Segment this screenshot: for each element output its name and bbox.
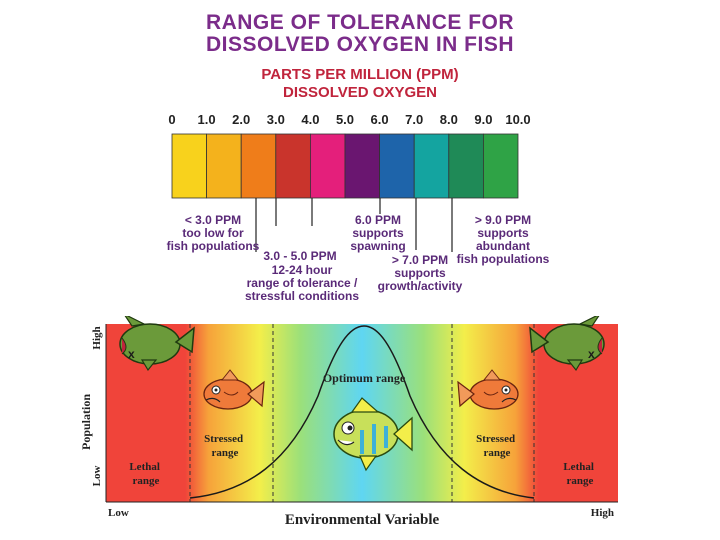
dead-fish-right-icon: x	[529, 316, 605, 372]
scale-annotation: < 3.0 PPM too low for fish populations	[167, 213, 260, 253]
scale-annotations: < 3.0 PPM too low for fish populations3.0 …	[167, 213, 550, 303]
x-low-label: Low	[108, 507, 129, 519]
x-axis-label: Environmental Variable	[285, 512, 440, 528]
scale-cell	[344, 133, 380, 199]
scale-tick-labels: 0 1.0 2.0 3.0 4.0 5.0 6.0 7.0 8.0 9.0 10.0	[168, 112, 530, 127]
scale-tick-label: 7.0	[405, 112, 423, 127]
scale-annotation-line: > 7.0 PPM	[392, 253, 448, 267]
subtitle-line-1: PARTS PER MILLION (PPM)	[261, 66, 459, 83]
scale-cell	[206, 133, 242, 199]
scale-tick-label: 5.0	[336, 112, 354, 127]
scale-annotation-line: spawning	[350, 239, 405, 253]
lethal-range-right-label: Lethal range	[563, 461, 596, 487]
stressed-range-left-label: Stressed range	[204, 433, 246, 459]
scale-cell	[482, 133, 519, 199]
y-high-label: High	[91, 326, 103, 349]
scale-cell	[448, 133, 484, 199]
scale-annotation-line: abundant	[476, 239, 530, 253]
scale-tick-label: 2.0	[232, 112, 250, 127]
scale-annotation-line: > 9.0 PPM	[475, 213, 531, 227]
scale-annotation: > 9.0 PPM supports abundant fish population…	[457, 213, 550, 266]
stressed-range-right-label: Stressed range	[476, 433, 518, 459]
lethal-range-left-label: Lethal range	[129, 461, 162, 487]
scale-annotation-line: 3.0 - 5.0 PPM	[263, 249, 336, 263]
subtitle-line-2: DISSOLVED OXYGEN	[283, 84, 437, 101]
scale-annotation-line: range of tolerance /	[247, 276, 358, 290]
dead-fish-right-x: x	[588, 347, 595, 361]
scale-annotation-line: 12-24 hour	[272, 263, 333, 277]
scale-annotation-line: < 3.0 PPM	[185, 213, 241, 227]
scale-tick-label: 1.0	[198, 112, 216, 127]
dead-fish-left-x: x	[128, 347, 135, 361]
stressed-fish-right-icon	[457, 369, 519, 410]
happy-fish-icon	[333, 397, 413, 472]
scale-tick-label: 8.0	[440, 112, 458, 127]
scale-annotation-line: supports	[352, 226, 404, 240]
page-title: RANGE OF TOLERANCE FOR DISSOLVED OXYGEN …	[0, 12, 720, 56]
scale-annotation-line: 6.0 PPM	[355, 213, 401, 227]
scale-annotation: > 7.0 PPM supports growth/activity	[378, 253, 463, 293]
scale-tick-label: 6.0	[371, 112, 389, 127]
title-line-1: RANGE OF TOLERANCE FOR	[205, 11, 515, 34]
scale-tick-label: 9.0	[474, 112, 492, 127]
scale-color-cells	[171, 133, 519, 199]
lethal-right-line-2: range	[567, 475, 594, 487]
lethal-left-line-1: Lethal	[129, 461, 160, 473]
scale-annotation-line: fish populations	[457, 252, 550, 266]
y-axis-label: Population	[79, 394, 93, 450]
x-high-label: High	[591, 507, 614, 519]
scale-tick-label: 3.0	[267, 112, 285, 127]
scale-tick-label: 4.0	[301, 112, 319, 127]
scale-annotation: 6.0 PPM supports spawning	[350, 213, 405, 253]
scale-annotation-line: stressful conditions	[245, 289, 359, 303]
lethal-right-line-1: Lethal	[563, 461, 594, 473]
stressed-right-line-1: Stressed	[476, 433, 515, 445]
scale-cell	[309, 133, 346, 199]
scale-cell	[379, 133, 415, 199]
scale-annotation-line: growth/activity	[378, 279, 463, 293]
bell-curve	[189, 325, 535, 499]
scale-tick-label: 10.0	[505, 112, 530, 127]
scale-cell	[171, 133, 207, 199]
ppm-color-scale: 0 1.0 2.0 3.0 4.0 5.0 6.0 7.0 8.0 9.0 10.0 < 3.0 P…	[167, 112, 550, 303]
scale-annotation: 12-24 hour range of tolerance / stressful …	[245, 263, 359, 303]
scale-annotation-line: fish populations	[167, 239, 260, 253]
scale-cell	[413, 133, 450, 199]
scale-annotation-line: supports	[477, 226, 529, 240]
page-subtitle: PARTS PER MILLION (PPM) DISSOLVED OXYGEN	[0, 66, 720, 102]
scale-annotation: 3.0 - 5.0 PPM	[263, 249, 336, 263]
scale-pointer-lines	[255, 198, 453, 252]
lethal-left-line-2: range	[133, 475, 160, 487]
tolerance-range-graph: Population High Low Low High Environment…	[79, 316, 618, 528]
stressed-fish-left-icon	[203, 369, 265, 410]
dead-fish-left-icon: x	[119, 316, 195, 372]
stressed-left-line-2: range	[212, 447, 239, 459]
title-line-2: DISSOLVED OXYGEN IN FISH	[206, 33, 514, 56]
y-low-label: Low	[91, 466, 103, 487]
scale-cell	[240, 133, 277, 199]
scale-annotation-line: supports	[394, 266, 446, 280]
stressed-left-line-1: Stressed	[204, 433, 243, 445]
scale-cell	[275, 133, 311, 199]
scale-annotation-line: too low for	[182, 226, 244, 240]
scale-tick-label: 0	[168, 112, 175, 127]
stressed-right-line-2: range	[484, 447, 511, 459]
optimum-range-label: Optimum range	[323, 371, 406, 385]
